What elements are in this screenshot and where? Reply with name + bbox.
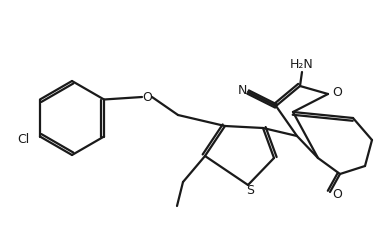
Text: Cl: Cl [18,133,30,146]
Text: O: O [142,90,152,104]
Text: H₂N: H₂N [290,58,314,70]
Text: N: N [237,83,247,97]
Text: O: O [332,85,342,99]
Text: S: S [246,185,254,197]
Text: O: O [332,187,342,200]
